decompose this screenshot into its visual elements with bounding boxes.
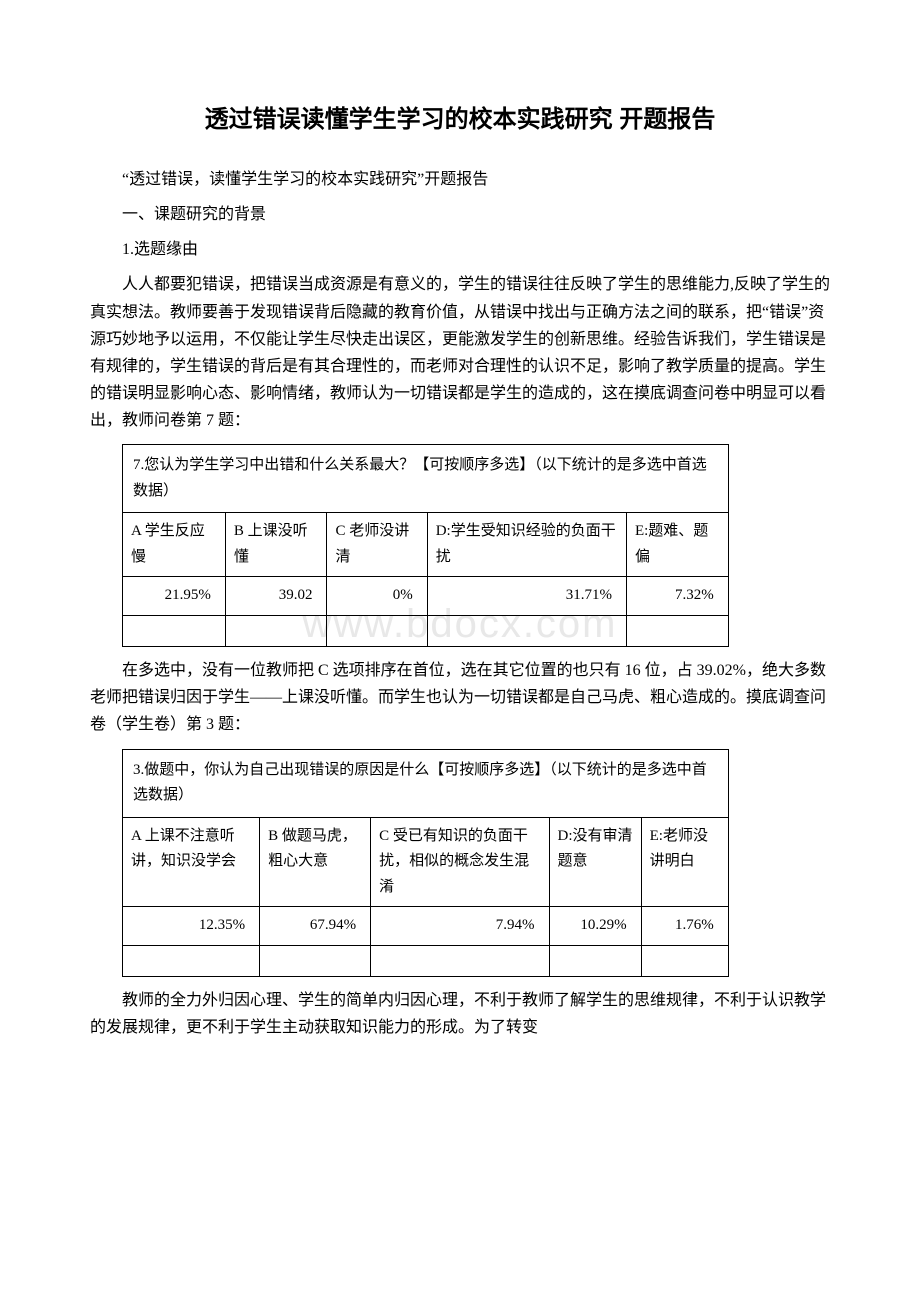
table1-empty-b xyxy=(225,615,327,646)
table2-option-d: D:没有审清题意 xyxy=(549,817,641,907)
table2-option-c: C 受已有知识的负面干扰，相似的概念发生混淆 xyxy=(371,817,549,907)
intro-line: “透过错误，读懂学生学习的校本实践研究”开题报告 xyxy=(90,166,830,193)
table2-option-a: A 上课不注意听讲，知识没学会 xyxy=(123,817,260,907)
table2-caption: 3.做题中，你认为自己出现错误的原因是什么【可按顺序多选】（以下统计的是多选中首… xyxy=(123,749,729,817)
survey-table-1: 7.您认为学生学习中出错和什么关系最大？【可按顺序多选】（以下统计的是多选中首选… xyxy=(122,444,729,647)
table2-empty-b xyxy=(260,945,371,976)
table2-option-b: B 做题马虎，粗心大意 xyxy=(260,817,371,907)
table1-value-c: 0% xyxy=(327,577,427,616)
paragraph-1: 人人都要犯错误，把错误当成资源是有意义的，学生的错误往往反映了学生的思维能力,反… xyxy=(90,271,830,434)
table2-empty-d xyxy=(549,945,641,976)
table2-empty-e xyxy=(641,945,728,976)
table1-value-e: 7.32% xyxy=(626,577,728,616)
table1-option-d: D:学生受知识经验的负面干扰 xyxy=(427,513,626,577)
table2-value-c: 7.94% xyxy=(371,907,549,946)
paragraph-2: 在多选中，没有一位教师把 C 选项排序在首位，选在其它位置的也只有 16 位，占… xyxy=(90,657,830,739)
table1-empty-a xyxy=(123,615,226,646)
table1-option-b: B 上课没听懂 xyxy=(225,513,327,577)
table1-value-a: 21.95% xyxy=(123,577,226,616)
survey-table-2: 3.做题中，你认为自己出现错误的原因是什么【可按顺序多选】（以下统计的是多选中首… xyxy=(122,749,729,977)
table1-option-a: A 学生反应慢 xyxy=(123,513,226,577)
table2-empty-c xyxy=(371,945,549,976)
table1-value-b: 39.02 xyxy=(225,577,327,616)
paragraph-3: 教师的全力外归因心理、学生的简单内归因心理，不利于教师了解学生的思维规律，不利于… xyxy=(90,987,830,1041)
table2-value-a: 12.35% xyxy=(123,907,260,946)
table2-empty-a xyxy=(123,945,260,976)
table1-empty-e xyxy=(626,615,728,646)
subsection-1: 1.选题缘由 xyxy=(90,236,830,263)
section-heading-1: 一、课题研究的背景 xyxy=(90,201,830,228)
table2-option-e: E:老师没讲明白 xyxy=(641,817,728,907)
table2-value-d: 10.29% xyxy=(549,907,641,946)
table1-option-c: C 老师没讲清 xyxy=(327,513,427,577)
table1-value-d: 31.71% xyxy=(427,577,626,616)
table1-empty-d xyxy=(427,615,626,646)
table2-value-b: 67.94% xyxy=(260,907,371,946)
table1-empty-c xyxy=(327,615,427,646)
page-title: 透过错误读懂学生学习的校本实践研究 开题报告 xyxy=(90,100,830,141)
table1-option-e: E:题难、题偏 xyxy=(626,513,728,577)
table2-value-e: 1.76% xyxy=(641,907,728,946)
table1-caption: 7.您认为学生学习中出错和什么关系最大？【可按顺序多选】（以下统计的是多选中首选… xyxy=(123,445,729,513)
